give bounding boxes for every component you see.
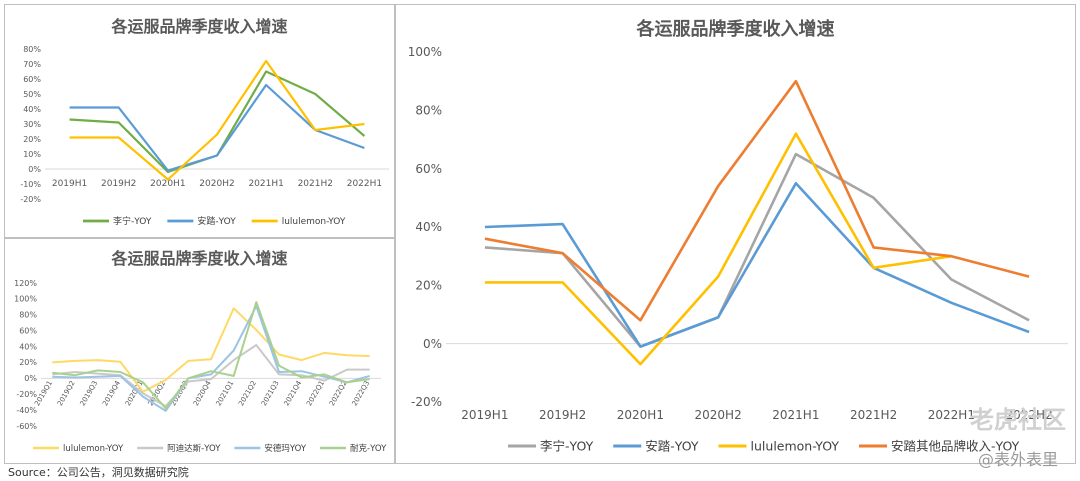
source-note: Source：公司公告，洞见数据研究院: [8, 466, 189, 479]
x-tick-label: 2019H1: [52, 179, 87, 189]
legend-label: 安踏其他品牌收入-YOY: [891, 438, 1020, 453]
y-tick-label: 40%: [19, 342, 37, 351]
y-tick-label: 80%: [23, 45, 41, 54]
y-tick-label: 100%: [408, 45, 442, 59]
y-tick-label: 20%: [415, 279, 442, 293]
x-tick-label: 2019Q2: [56, 379, 77, 407]
x-tick-label: 2022Q1: [305, 379, 326, 407]
x-tick-label: 2022Q3: [351, 379, 372, 407]
series-line: [484, 152, 1030, 348]
y-tick-label: -40%: [16, 406, 37, 415]
y-tick-label: 40%: [23, 105, 41, 114]
x-tick-label: 2022H1: [928, 408, 975, 422]
x-tick-label: 2019H2: [539, 408, 586, 422]
x-tick-label: 2021Q3: [260, 379, 281, 407]
y-tick-label: -20%: [20, 195, 41, 204]
y-tick-label: -20%: [16, 390, 37, 399]
x-tick-label: 2019H1: [461, 408, 508, 422]
x-tick-label: 2019Q4: [101, 379, 122, 408]
series-line: [52, 344, 370, 408]
x-tick-label: 2021Q1: [215, 379, 236, 407]
x-tick-label: 2020H1: [617, 408, 664, 422]
legend-label: 安踏-YOY: [645, 438, 699, 453]
x-tick-label: 2021H1: [772, 408, 819, 422]
x-tick-label: 2020H2: [199, 179, 234, 189]
x-tick-label: 2020H1: [150, 179, 185, 189]
x-tick-label: 2019Q3: [79, 379, 100, 407]
x-tick-label: 2020H2: [695, 408, 742, 422]
y-tick-label: 60%: [19, 326, 37, 335]
brand-watermark: @表外表里: [977, 450, 1058, 469]
y-tick-label: 120%: [14, 279, 37, 288]
y-tick-label: 20%: [19, 358, 37, 367]
x-tick-label: 2021H2: [850, 408, 897, 422]
x-tick-label: 2022Q2: [328, 379, 349, 407]
x-tick-label: 2022H1: [347, 179, 382, 189]
legend-label: 李宁-YOY: [540, 438, 594, 453]
chart-canvas-half-year: 80% 70% 60% 50% 40% 30% 20% 10% 0% -10% -20% 2019H1…: [20, 45, 389, 227]
y-tick-label: 0%: [28, 165, 41, 174]
legend-label: lululemon-YOY: [63, 444, 124, 454]
y-tick-label: 30%: [23, 120, 41, 129]
legend-label: 安踏-YOY: [197, 215, 236, 227]
y-tick-label: 70%: [23, 60, 41, 69]
y-tick-label: 80%: [415, 104, 442, 118]
chart-panel-quarterly: 各运服品牌季度收入增速 120% 100% 80% 60% 40% 20% 0% -20% -4…: [4, 238, 395, 464]
series-line: [52, 307, 370, 393]
x-tick-label: 2021H1: [248, 179, 283, 189]
tiger-community-watermark: 老虎社区: [970, 406, 1066, 434]
y-tick-label: 60%: [23, 75, 41, 84]
chart-canvas-main: 100% 80% 60% 40% 20% 0% -20% 2019H1 2019H2 2020H1…: [408, 45, 1068, 453]
x-tick-label: 2021Q2: [237, 379, 258, 407]
series-line: [69, 59, 365, 181]
legend-label: lululemon-YOY: [282, 217, 346, 227]
y-tick-label: -20%: [411, 395, 442, 409]
x-tick-label: 2021H2: [298, 179, 333, 189]
y-tick-label: 0%: [423, 337, 442, 351]
y-tick-label: 80%: [19, 311, 37, 320]
y-tick-label: 50%: [23, 90, 41, 99]
chart-canvas-quarterly: 120%100%80%60%40%20%0%-20%-40%-60%2019Q1…: [14, 279, 387, 454]
chart-title: 各运服品牌季度收入增速: [636, 19, 835, 40]
legend-label: 李宁-YOY: [113, 215, 152, 227]
series-line: [52, 301, 370, 410]
y-tick-label: 0%: [24, 374, 37, 383]
chart-title: 各运服品牌季度收入增速: [111, 249, 288, 268]
x-tick-label: 2021Q4: [283, 379, 304, 408]
series-line: [484, 79, 1030, 322]
series-line: [484, 132, 952, 366]
legend-label: 阿迪达斯-YOY: [167, 443, 221, 454]
y-tick-label: 60%: [415, 162, 442, 176]
legend-label: lululemon-YOY: [751, 438, 840, 453]
x-tick-label: 2022H2: [1006, 408, 1053, 422]
series-line: [484, 182, 1030, 348]
chart-panel-main: 各运服品牌季度收入增速 100% 80% 60% 40% 20% 0% -20% 2019H1…: [395, 4, 1076, 464]
y-tick-label: -10%: [20, 180, 41, 189]
y-tick-label: -60%: [16, 422, 37, 431]
y-tick-label: 10%: [23, 150, 41, 159]
chart-panel-half-year: 各运服品牌季度收入增速 80% 70% 60% 50% 40% 30% 20% 10% 0% -1…: [4, 4, 395, 238]
legend-label: 安德玛YOY: [264, 443, 306, 454]
x-tick-label: 2019H2: [101, 179, 136, 189]
y-tick-label: 40%: [415, 220, 442, 234]
chart-title: 各运服品牌季度收入增速: [111, 17, 288, 36]
legend-label: 耐克-YOY: [350, 443, 387, 454]
series-line: [69, 70, 366, 174]
y-tick-label: 20%: [23, 135, 41, 144]
x-tick-label: 2020Q4: [192, 379, 213, 408]
y-tick-label: 100%: [14, 295, 37, 304]
